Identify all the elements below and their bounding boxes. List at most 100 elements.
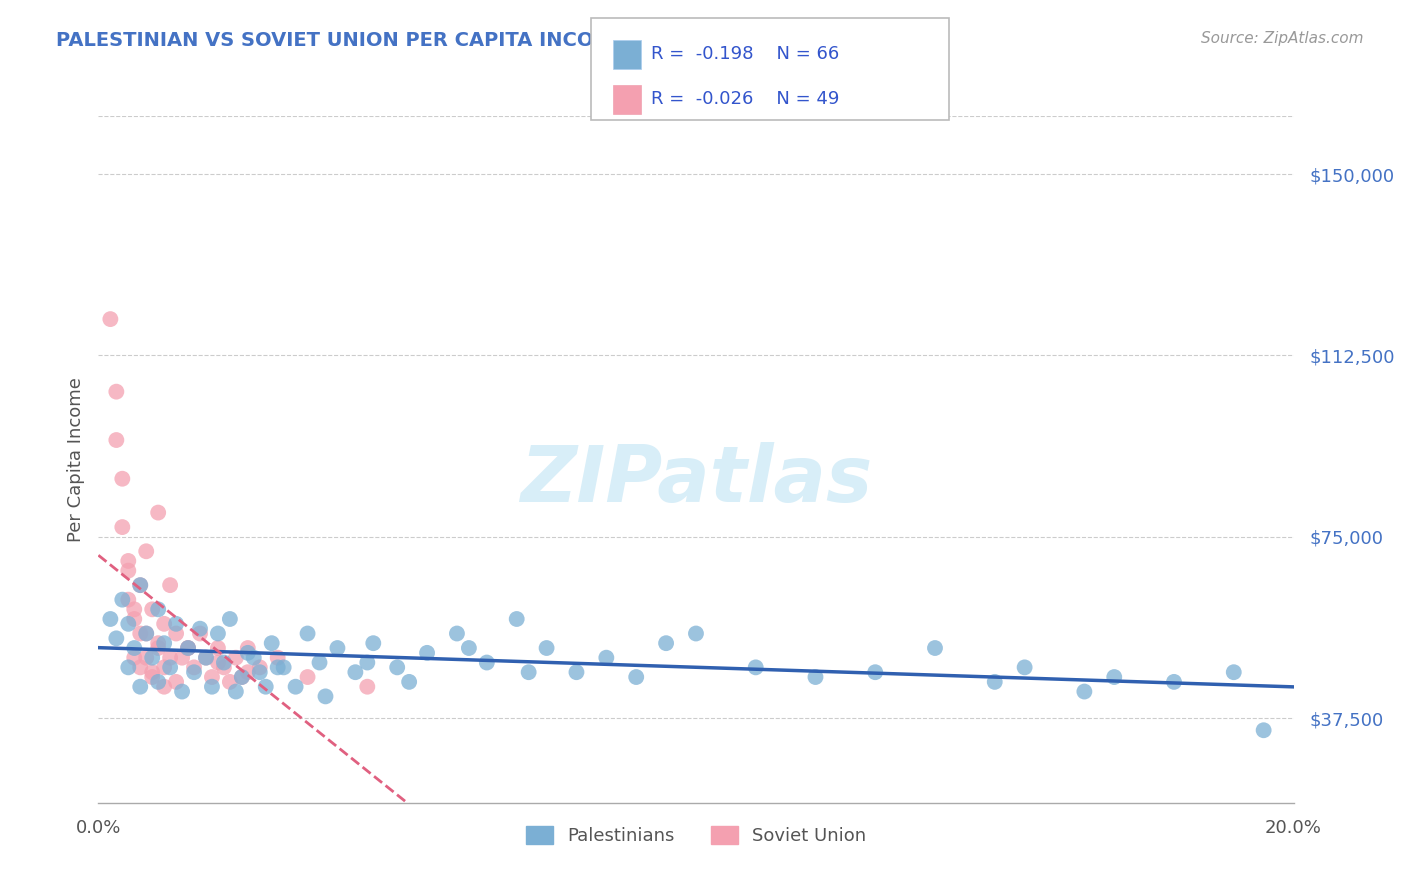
Point — [207, 626, 229, 640]
Point — [745, 660, 768, 674]
Point — [260, 636, 283, 650]
Point — [172, 684, 194, 698]
Point — [124, 650, 146, 665]
Point — [1104, 670, 1126, 684]
Point — [267, 650, 290, 665]
Point — [1163, 674, 1185, 689]
Point — [141, 650, 163, 665]
Text: PALESTINIAN VS SOVIET UNION PER CAPITA INCOME CORRELATION CHART: PALESTINIAN VS SOVIET UNION PER CAPITA I… — [56, 31, 866, 50]
Point — [183, 660, 205, 674]
Point — [111, 520, 134, 534]
Point — [165, 674, 187, 689]
Point — [475, 656, 498, 670]
Point — [446, 626, 468, 640]
Point — [865, 665, 887, 680]
Point — [188, 626, 211, 640]
Point — [267, 660, 290, 674]
Point — [685, 626, 707, 640]
Point — [105, 384, 128, 399]
Point — [129, 680, 152, 694]
Point — [141, 665, 163, 680]
Point — [212, 656, 235, 670]
Y-axis label: Per Capita Income: Per Capita Income — [66, 377, 84, 541]
Point — [105, 632, 128, 646]
Text: Source: ZipAtlas.com: Source: ZipAtlas.com — [1201, 31, 1364, 46]
Point — [124, 640, 146, 655]
Point — [398, 674, 420, 689]
Point — [124, 602, 146, 616]
Point — [458, 640, 481, 655]
Point — [159, 660, 181, 674]
Point — [207, 656, 229, 670]
Point — [626, 670, 648, 684]
Point — [195, 650, 218, 665]
Point — [129, 660, 152, 674]
Point — [148, 506, 170, 520]
Point — [148, 640, 170, 655]
Point — [363, 636, 385, 650]
Text: ZIPatlas: ZIPatlas — [520, 442, 872, 518]
Text: R =  -0.026    N = 49: R = -0.026 N = 49 — [651, 90, 839, 108]
Point — [135, 626, 157, 640]
Point — [117, 616, 139, 631]
Point — [506, 612, 529, 626]
Text: R =  -0.198    N = 66: R = -0.198 N = 66 — [651, 45, 839, 63]
Legend: Palestinians, Soviet Union: Palestinians, Soviet Union — [519, 818, 873, 852]
Point — [225, 650, 247, 665]
Point — [1014, 660, 1036, 674]
Point — [1253, 723, 1275, 738]
Point — [117, 592, 139, 607]
Point — [249, 665, 271, 680]
Point — [201, 680, 224, 694]
Point — [356, 680, 378, 694]
Point — [135, 650, 157, 665]
Point — [195, 650, 218, 665]
Point — [243, 650, 266, 665]
Point — [308, 656, 330, 670]
Point — [141, 602, 163, 616]
Point — [177, 640, 200, 655]
Point — [98, 612, 122, 626]
Point — [385, 660, 409, 674]
Point — [326, 640, 349, 655]
Point — [135, 544, 157, 558]
Point — [297, 670, 319, 684]
Point — [129, 578, 152, 592]
Point — [105, 433, 128, 447]
Point — [1223, 665, 1246, 680]
Point — [225, 684, 247, 698]
Point — [183, 665, 205, 680]
Point — [172, 650, 194, 665]
Point — [141, 670, 163, 684]
Point — [148, 636, 170, 650]
Point — [201, 670, 224, 684]
Point — [117, 554, 139, 568]
Point — [924, 640, 946, 655]
Point — [188, 622, 211, 636]
Point — [249, 660, 271, 674]
Point — [111, 472, 134, 486]
Point — [284, 680, 307, 694]
Point — [159, 650, 181, 665]
Point — [212, 660, 235, 674]
Point — [315, 690, 337, 704]
Point — [153, 680, 176, 694]
Point — [177, 640, 200, 655]
Point — [219, 612, 242, 626]
Point — [254, 680, 277, 694]
Point — [236, 640, 259, 655]
Point — [153, 660, 176, 674]
Point — [159, 578, 181, 592]
Point — [177, 640, 200, 655]
Point — [344, 665, 367, 680]
Point — [124, 612, 146, 626]
Point — [536, 640, 558, 655]
Point — [148, 602, 170, 616]
Point — [984, 674, 1007, 689]
Point — [297, 626, 319, 640]
Point — [207, 640, 229, 655]
Point — [111, 592, 134, 607]
Point — [117, 660, 139, 674]
Point — [273, 660, 295, 674]
Point — [416, 646, 439, 660]
